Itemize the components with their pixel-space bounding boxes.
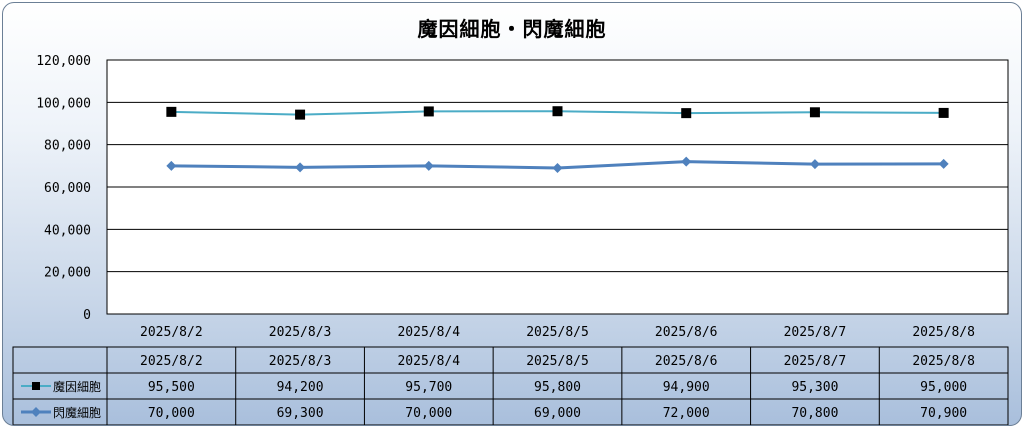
data-label: 95,800: [534, 380, 581, 395]
data-label: 70,900: [920, 406, 967, 421]
y-tick-label: 20,000: [44, 266, 91, 281]
data-table-header: 2025/8/5: [526, 354, 589, 369]
data-table-header: 2025/8/2: [140, 354, 203, 369]
data-label: 72,000: [663, 406, 710, 421]
chart-title: 魔因細胞・閃魔細胞: [417, 17, 607, 41]
legend-series-name: 閃魔細胞: [53, 405, 101, 420]
chart-svg: 0 20,000 40,000 60,000 80,000 100,000 120,000 2…: [12, 54, 1009, 425]
data-point: [423, 160, 434, 171]
data-table-header: 2025/8/8: [912, 354, 975, 369]
data-point: [938, 107, 949, 118]
legend-key-marker: [32, 382, 40, 390]
data-point: [938, 158, 949, 169]
data-label: 69,300: [277, 406, 324, 421]
data-label: 95,700: [405, 380, 452, 395]
data-point: [166, 106, 177, 117]
data-label: 69,000: [534, 406, 581, 421]
x-tick-label: 2025/8/5: [526, 325, 589, 340]
data-point: [681, 108, 692, 119]
y-tick-label: 120,000: [36, 54, 91, 69]
x-tick-label: 2025/8/8: [912, 325, 975, 340]
data-label: 95,300: [791, 380, 838, 395]
data-point: [552, 106, 563, 117]
data-point: [166, 160, 177, 171]
y-tick-label: 100,000: [36, 96, 91, 111]
data-table-header: 2025/8/7: [784, 354, 847, 369]
y-tick-label: 80,000: [44, 139, 91, 154]
data-table-header: 2025/8/4: [397, 354, 460, 369]
data-label: 70,000: [405, 406, 452, 421]
data-point: [809, 107, 820, 118]
data-point: [295, 109, 306, 120]
data-point: [681, 156, 692, 167]
x-tick-label: 2025/8/3: [269, 325, 332, 340]
x-tick-label: 2025/8/7: [784, 325, 847, 340]
data-point: [552, 162, 563, 173]
legend-key-marker: [31, 407, 41, 417]
plot-border: [106, 59, 1009, 315]
legend-series-name: 魔因細胞: [53, 379, 101, 394]
data-point: [423, 106, 434, 117]
data-table-header: 2025/8/6: [655, 354, 718, 369]
data-label: 70,000: [148, 406, 195, 421]
data-label: 94,900: [663, 380, 710, 395]
x-tick-label: 2025/8/2: [140, 325, 203, 340]
data-label: 94,200: [277, 380, 324, 395]
y-tick-label: 0: [83, 308, 91, 323]
data-point: [809, 159, 820, 170]
data-label: 95,000: [920, 380, 967, 395]
data-point: [295, 162, 306, 173]
y-tick-label: 40,000: [44, 223, 91, 238]
data-table-header: 2025/8/3: [269, 354, 332, 369]
y-tick-label: 60,000: [44, 181, 91, 196]
data-label: 70,800: [791, 406, 838, 421]
data-label: 95,500: [148, 380, 195, 395]
x-tick-label: 2025/8/6: [655, 325, 718, 340]
x-tick-label: 2025/8/4: [397, 325, 460, 340]
